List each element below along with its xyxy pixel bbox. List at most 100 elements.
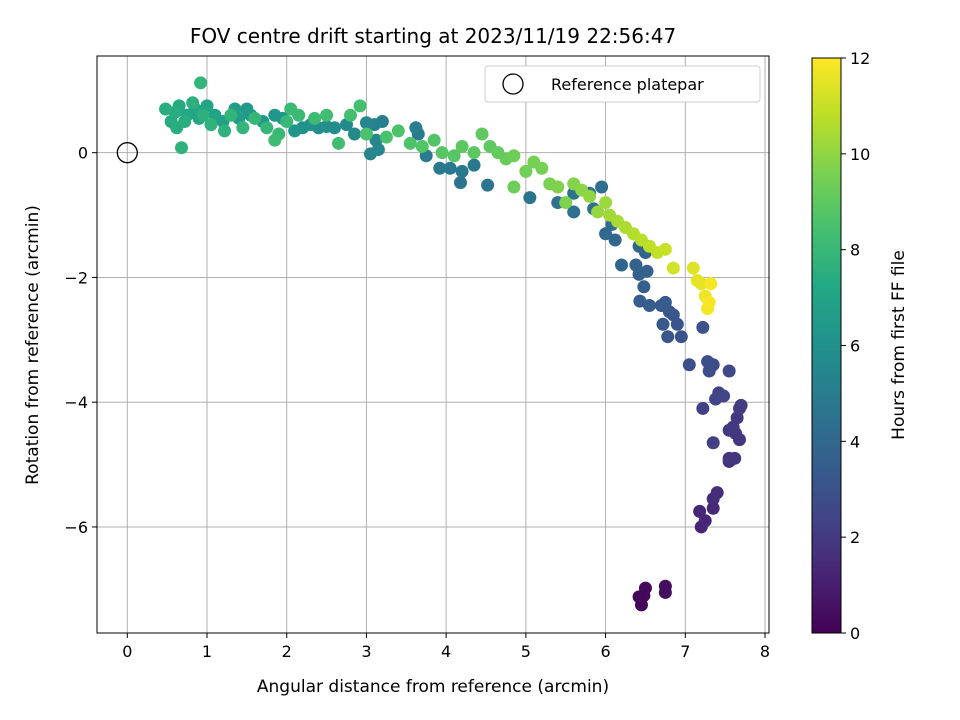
data-point	[427, 133, 441, 147]
x-tick-label: 6	[600, 642, 610, 661]
data-point	[467, 158, 481, 172]
data-point	[359, 127, 373, 141]
data-point	[654, 299, 668, 313]
data-point	[682, 358, 696, 372]
x-tick-label: 4	[441, 642, 451, 661]
data-point	[240, 102, 254, 116]
data-point	[507, 180, 521, 194]
legend: Reference platepar	[484, 65, 761, 103]
data-point	[658, 585, 672, 599]
data-point	[656, 317, 670, 331]
data-point	[632, 590, 646, 604]
data-point	[696, 320, 710, 334]
colorbar-label: Hours from first FF file	[889, 250, 909, 440]
data-point	[535, 161, 549, 175]
y-tick-label: 0	[78, 144, 88, 163]
data-point	[661, 330, 675, 344]
data-point	[709, 392, 723, 406]
data-point	[455, 139, 469, 153]
colorbar-tick-label: 12	[850, 49, 870, 68]
data-point	[353, 99, 367, 113]
data-point	[698, 514, 712, 528]
data-point	[702, 295, 716, 309]
data-point	[343, 108, 357, 122]
data-point	[391, 124, 405, 138]
data-points	[159, 76, 748, 612]
y-tick-label: −4	[64, 393, 88, 412]
x-tick-label: 7	[680, 642, 690, 661]
data-point	[196, 108, 210, 122]
y-axis-ticks: 0 −2 −4 −6	[64, 144, 97, 537]
data-point	[595, 180, 609, 194]
colorbar-gradient	[811, 57, 842, 634]
data-point	[280, 114, 294, 128]
data-point	[347, 127, 361, 141]
colorbar-ticks: 0 2 4 6 8 10 12	[841, 49, 870, 643]
data-point	[722, 364, 736, 378]
data-point	[706, 501, 720, 515]
y-axis-label: Rotation from reference (arcmin)	[23, 205, 43, 485]
data-point	[599, 196, 613, 210]
data-point	[615, 258, 629, 272]
data-point	[268, 133, 282, 147]
data-point	[696, 401, 710, 415]
data-point	[455, 164, 469, 178]
data-point	[218, 124, 232, 138]
data-point	[666, 261, 680, 275]
data-point	[415, 139, 429, 153]
data-point	[379, 130, 393, 144]
data-point	[583, 189, 597, 203]
colorbar-tick-label: 2	[850, 528, 860, 547]
data-point	[447, 149, 461, 163]
data-point	[591, 205, 605, 219]
data-point	[523, 191, 537, 205]
data-point	[551, 180, 565, 194]
gridlines	[97, 56, 769, 633]
data-point	[507, 149, 521, 163]
data-point	[519, 164, 533, 178]
data-point	[722, 423, 736, 437]
data-point	[363, 147, 377, 161]
y-tick-label: −2	[64, 268, 88, 287]
data-point	[359, 116, 373, 130]
colorbar-tick-label: 0	[850, 624, 860, 643]
legend-entry-label: Reference platepar	[551, 75, 704, 94]
colorbar-tick-label: 6	[850, 337, 860, 356]
data-point	[174, 141, 188, 155]
data-point	[567, 205, 581, 219]
data-point	[284, 102, 298, 116]
x-tick-label: 3	[361, 642, 371, 661]
data-point	[686, 261, 700, 275]
data-point	[658, 242, 672, 256]
data-point	[481, 178, 495, 192]
colorbar-tick-label: 4	[850, 432, 860, 451]
legend-marker	[502, 73, 524, 95]
data-point	[629, 258, 643, 272]
data-point	[403, 136, 417, 150]
data-point	[608, 233, 622, 247]
data-point	[260, 121, 274, 135]
data-point	[204, 118, 218, 132]
x-tick-label: 1	[202, 642, 212, 661]
legend-box	[484, 65, 761, 103]
data-point	[674, 330, 688, 344]
data-point	[454, 176, 468, 190]
x-tick-label: 8	[760, 642, 770, 661]
colorbar-tick-label: 8	[850, 241, 860, 260]
data-point	[637, 280, 651, 294]
data-point	[704, 277, 718, 291]
data-point	[236, 121, 250, 135]
x-tick-label: 2	[282, 642, 292, 661]
data-point	[599, 227, 613, 241]
data-point	[178, 114, 192, 128]
data-point	[224, 108, 238, 122]
x-tick-label: 0	[122, 642, 132, 661]
data-point	[701, 355, 715, 369]
data-point	[722, 451, 736, 465]
colorbar: 0 2 4 6 8 10 12 Hours from first FF file	[811, 49, 909, 643]
colorbar-tick-label: 10	[850, 145, 870, 164]
data-point	[710, 486, 724, 500]
data-point	[186, 96, 200, 110]
x-axis-label: Angular distance from reference (arcmin)	[257, 677, 609, 697]
